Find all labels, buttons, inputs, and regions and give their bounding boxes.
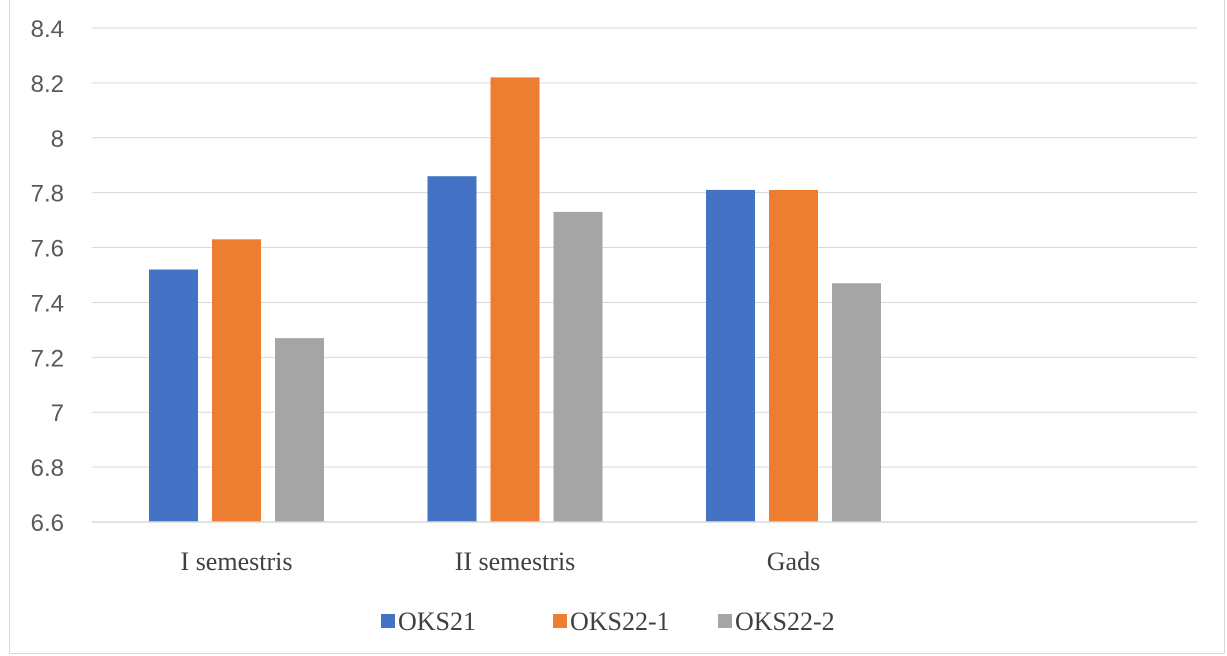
bar xyxy=(427,176,477,522)
y-tick-label: 7.2 xyxy=(31,345,64,372)
chart-frame xyxy=(9,0,1225,654)
y-tick-label: 7.8 xyxy=(31,181,64,208)
x-tick-label: Gads xyxy=(767,547,820,576)
bar xyxy=(553,211,603,522)
y-tick-label: 7.6 xyxy=(31,236,64,263)
legend-label: OKS22-1 xyxy=(570,607,670,636)
legend-swatch xyxy=(718,614,732,628)
x-tick-label: II semestris xyxy=(455,547,576,576)
legend: OKS21 OKS22-1 OKS22-2 xyxy=(381,607,835,636)
legend-label: OKS21 xyxy=(398,607,476,636)
y-tick-label: 6.8 xyxy=(31,455,64,482)
y-tick-label: 8.2 xyxy=(31,71,64,98)
bar xyxy=(275,338,324,522)
x-axis-ticks: I semestris II semestris Gads xyxy=(181,547,821,576)
legend-swatch xyxy=(381,614,395,628)
y-tick-label: 8 xyxy=(51,126,64,153)
bar xyxy=(212,239,261,523)
y-tick-label: 7.4 xyxy=(31,290,64,317)
y-tick-label: 8.4 xyxy=(31,16,64,43)
legend-swatch xyxy=(553,614,567,628)
x-tick-label: I semestris xyxy=(181,547,293,576)
bar xyxy=(769,189,818,522)
bars xyxy=(149,77,881,523)
y-tick-label: 7 xyxy=(51,400,64,427)
bar xyxy=(832,283,881,522)
bar xyxy=(706,189,755,522)
bar xyxy=(490,77,540,523)
legend-label: OKS22-2 xyxy=(735,607,835,636)
bar xyxy=(149,269,198,522)
y-axis-ticks: 6.6 6.8 7 7.2 7.4 7.6 7.8 8 8.2 8.4 xyxy=(31,16,64,537)
y-tick-label: 6.6 xyxy=(31,510,64,537)
